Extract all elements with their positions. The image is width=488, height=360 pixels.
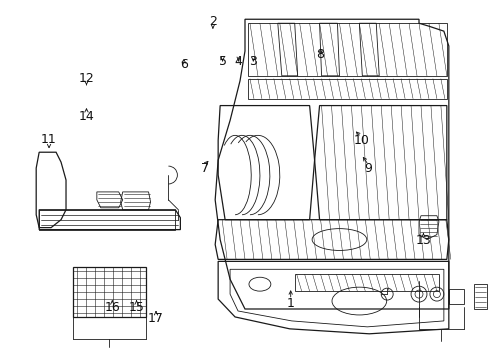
Text: 9: 9 bbox=[364, 162, 372, 175]
Text: 7: 7 bbox=[200, 162, 208, 175]
Text: 5: 5 bbox=[218, 55, 226, 68]
Text: 11: 11 bbox=[41, 134, 57, 147]
Text: 15: 15 bbox=[128, 301, 144, 314]
Text: 14: 14 bbox=[79, 110, 94, 123]
Text: 16: 16 bbox=[104, 301, 120, 314]
Text: 2: 2 bbox=[208, 14, 216, 27]
Text: 8: 8 bbox=[315, 48, 323, 61]
Text: 3: 3 bbox=[249, 55, 257, 68]
Text: 4: 4 bbox=[234, 55, 242, 68]
Text: 6: 6 bbox=[180, 58, 187, 72]
Text: 12: 12 bbox=[79, 72, 94, 85]
Text: 13: 13 bbox=[415, 234, 430, 247]
Text: 1: 1 bbox=[286, 297, 294, 310]
Text: 17: 17 bbox=[148, 312, 163, 325]
Text: 10: 10 bbox=[352, 134, 368, 147]
